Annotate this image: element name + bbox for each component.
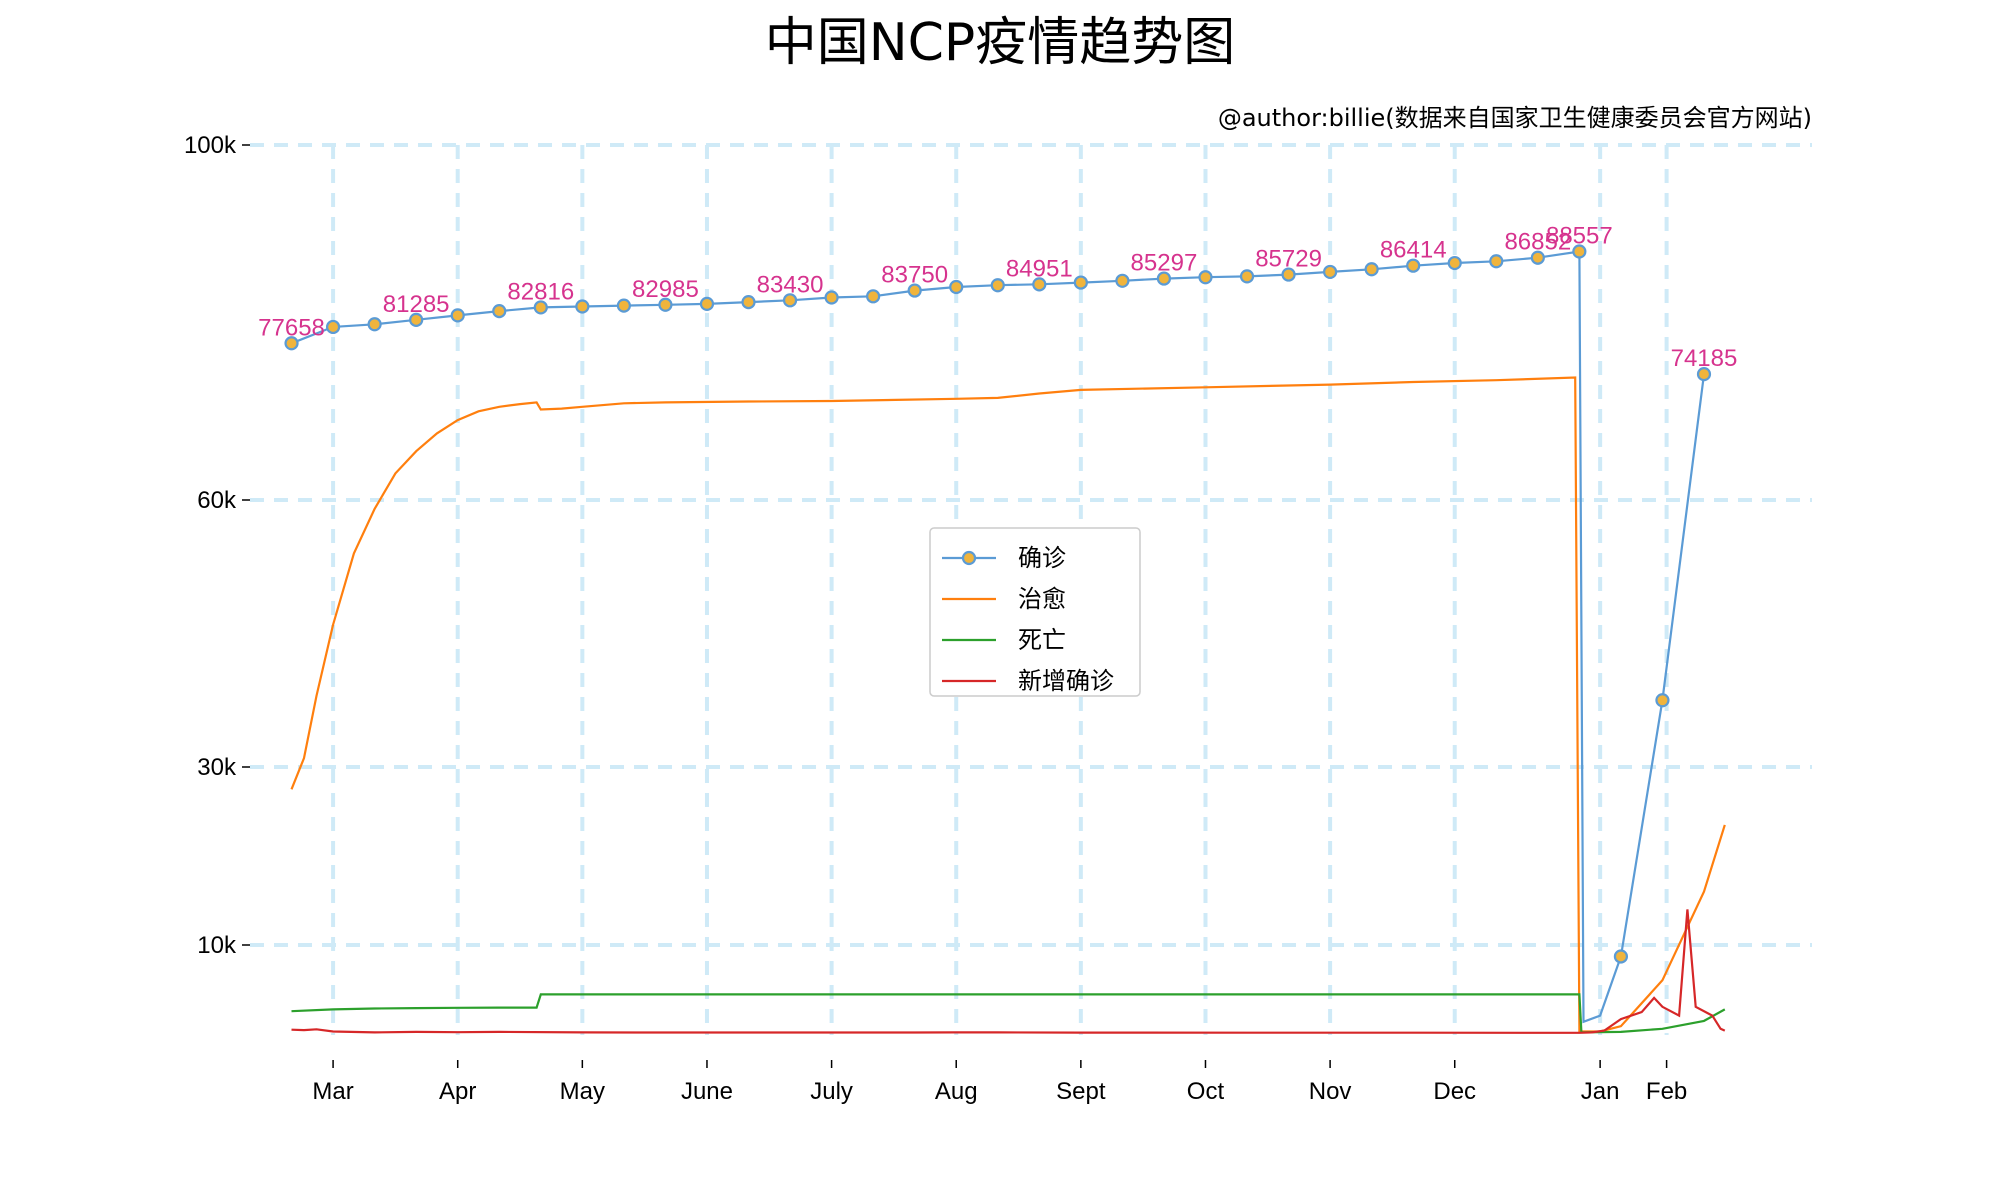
data-point [741, 294, 756, 310]
data-point [658, 297, 673, 312]
data-point [409, 312, 424, 327]
series-line-3 [291, 909, 1726, 1034]
data-point [1447, 255, 1462, 271]
data-point [284, 336, 299, 351]
data-point [367, 317, 382, 332]
legend-label: 死亡 [1018, 626, 1066, 654]
data-point [1198, 270, 1213, 285]
data-label: 84951 [1006, 255, 1073, 282]
data-point [990, 278, 1005, 293]
x-tick-label: Oct [1187, 1078, 1225, 1105]
x-tick-label: Dec [1433, 1078, 1476, 1105]
legend-marker [961, 550, 977, 566]
data-label: 88557 [1546, 223, 1613, 250]
data-point [1281, 267, 1296, 282]
data-point [1073, 275, 1088, 290]
data-point [616, 298, 631, 313]
data-point [1572, 244, 1587, 259]
data-point [824, 290, 839, 305]
legend-box [929, 527, 1141, 697]
x-tick-label: June [681, 1078, 733, 1105]
data-label: 77658 [258, 314, 325, 341]
x-tick-label: May [560, 1078, 605, 1105]
x-tick-label: Jan [1581, 1078, 1620, 1105]
series-line-2 [291, 993, 1726, 1034]
data-point [450, 308, 465, 323]
data-label: 82816 [507, 278, 574, 305]
data-label: 85297 [1131, 250, 1198, 277]
y-tick-label: 10k [197, 932, 237, 959]
data-label: 83750 [881, 262, 948, 289]
data-label: 83430 [757, 271, 824, 298]
x-tick-label: Sept [1056, 1078, 1106, 1105]
data-label: 86852 [1504, 229, 1571, 256]
data-point [1696, 367, 1712, 382]
legend-label: 治愈 [1018, 585, 1066, 613]
y-tick-label: 100k [184, 132, 237, 159]
y-tick-label: 30k [197, 754, 237, 781]
data-point [1613, 949, 1629, 964]
chart-title: 中国NCP疫情趋势图 [765, 13, 1236, 73]
data-labels: 77658 81285 82816 82985 83430 83750 84951 85297… [258, 223, 1737, 373]
data-point [492, 303, 507, 319]
y-tick-label: 60k [197, 487, 237, 514]
data-point [1530, 250, 1545, 265]
data-point [1489, 254, 1504, 269]
chart-subtitle: @author:billie(数据来自国家卫生健康委员会官方网站) [1218, 104, 1812, 132]
data-point [533, 300, 548, 315]
data-label: 85729 [1255, 246, 1322, 273]
x-tick-label: Feb [1646, 1078, 1687, 1105]
legend-label: 新增确诊 [1018, 667, 1114, 695]
data-point [782, 293, 798, 308]
data-point [1032, 277, 1047, 292]
data-point [1364, 262, 1379, 277]
x-tick-label: Apr [439, 1078, 476, 1105]
data-point [699, 296, 715, 311]
data-point [1323, 264, 1338, 280]
data-point [575, 299, 590, 314]
data-point [325, 319, 341, 335]
data-point [949, 279, 964, 295]
data-label: 81285 [383, 291, 450, 318]
series-line-1 [290, 376, 1726, 1033]
data-label: 82985 [632, 276, 699, 303]
data-point [1655, 693, 1670, 708]
x-tick-label: Nov [1309, 1078, 1352, 1105]
data-point [1115, 273, 1130, 288]
x-tick-label: Aug [935, 1078, 978, 1105]
axes: 10k 30k 60k 100k Mar Apr May June July Aug Sept Oct… [184, 132, 1687, 1105]
data-point [1156, 271, 1172, 286]
data-point [866, 289, 881, 304]
data-point [907, 283, 922, 298]
x-tick-label: July [810, 1078, 853, 1105]
data-point [1239, 269, 1255, 284]
data-point [1406, 258, 1421, 273]
series-group [284, 244, 1726, 1034]
x-tick-label: Mar [312, 1078, 353, 1105]
data-label: 86414 [1380, 237, 1447, 264]
legend-label: 确诊 [1018, 544, 1066, 572]
data-label: 74185 [1671, 345, 1738, 372]
